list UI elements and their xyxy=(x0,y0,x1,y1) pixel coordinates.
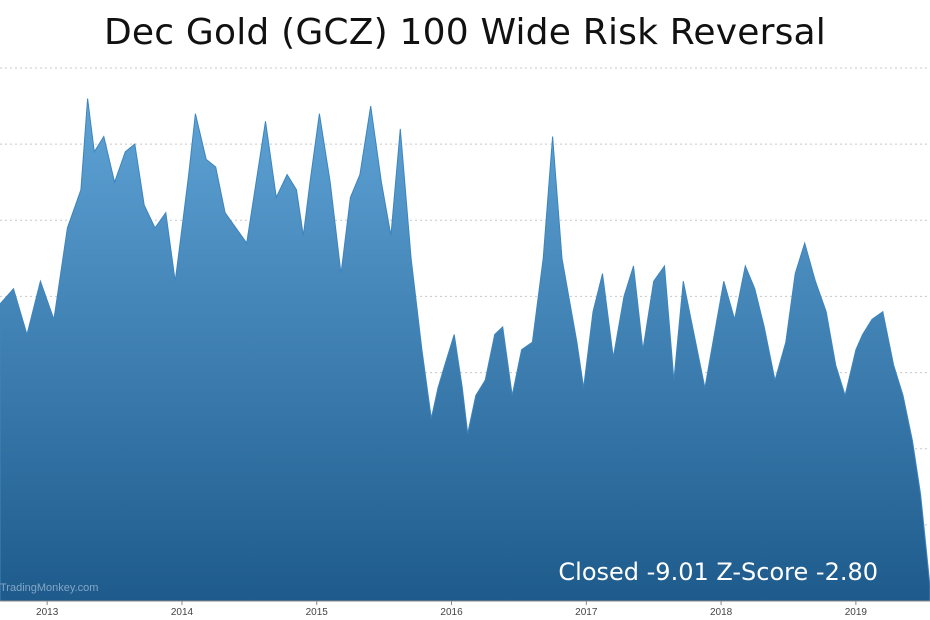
x-tick-label: 2016 xyxy=(440,607,463,618)
close-zscore-annotation: Closed -9.01 Z-Score -2.80 xyxy=(558,558,878,586)
x-axis: 2013 2014 2015 2016 2017 2018 2019 xyxy=(0,600,930,618)
x-tick-label: 2015 xyxy=(306,607,329,618)
x-tick-label: 2019 xyxy=(845,607,868,618)
x-tick-label: 2013 xyxy=(36,607,59,618)
watermark: TradingMonkey.com xyxy=(0,582,99,594)
x-tick-label: 2017 xyxy=(575,607,598,618)
series-area xyxy=(0,98,930,602)
x-tick-label: 2018 xyxy=(710,607,733,618)
chart-title: Dec Gold (GCZ) 100 Wide Risk Reversal xyxy=(103,12,827,53)
series-area-path xyxy=(0,98,930,602)
x-tick-label: 2014 xyxy=(171,607,194,618)
